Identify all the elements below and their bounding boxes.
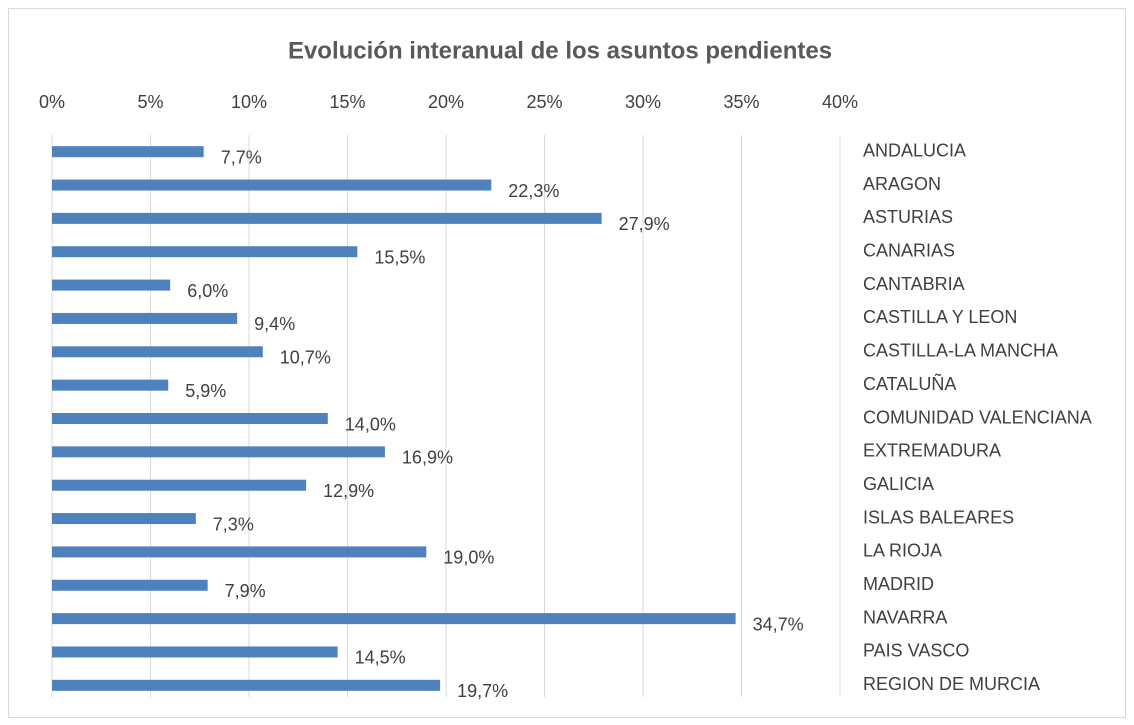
bar: [52, 479, 307, 491]
data-label: 34,7%: [753, 614, 804, 634]
bar: [52, 246, 358, 258]
category-label: PAIS VASCO: [863, 641, 969, 661]
x-tick-label: 15%: [329, 92, 365, 112]
data-label: 10,7%: [280, 348, 331, 368]
x-tick-label: 35%: [723, 92, 759, 112]
x-tick-label: 10%: [231, 92, 267, 112]
bar: [52, 546, 427, 558]
category-label: NAVARRA: [863, 607, 947, 627]
data-label: 9,4%: [254, 314, 295, 334]
data-label: 22,3%: [508, 181, 559, 201]
data-label: 7,3%: [213, 514, 254, 534]
data-label: 7,7%: [221, 147, 262, 167]
bar: [52, 613, 736, 625]
category-label: ANDALUCIA: [863, 140, 966, 160]
category-label: ARAGON: [863, 174, 941, 194]
bar: [52, 279, 171, 291]
data-label: 6,0%: [187, 281, 228, 301]
chart-title: Evolución interanual de los asuntos pend…: [288, 37, 832, 64]
category-label: MADRID: [863, 574, 934, 594]
category-label: CASTILLA Y LEON: [863, 307, 1017, 327]
category-label: LA RIOJA: [863, 541, 942, 561]
data-label: 27,9%: [619, 214, 670, 234]
chart-frame: [8, 8, 1126, 718]
data-label: 19,7%: [457, 681, 508, 701]
data-label: 14,0%: [345, 414, 396, 434]
bar: [52, 179, 492, 191]
data-label: 19,0%: [443, 548, 494, 568]
category-label: EXTREMADURA: [863, 441, 1001, 461]
bar: [52, 379, 169, 391]
category-label: ASTURIAS: [863, 207, 953, 227]
category-label: CASTILLA-LA MANCHA: [863, 341, 1058, 361]
data-label: 16,9%: [402, 448, 453, 468]
x-tick-label: 40%: [822, 92, 858, 112]
category-label: ISLAS BALEARES: [863, 507, 1014, 527]
bar: [52, 346, 263, 358]
bar: [52, 212, 602, 224]
bar: [52, 413, 328, 424]
bar: [52, 513, 196, 525]
category-label: GALICIA: [863, 474, 934, 494]
bar: [52, 646, 338, 658]
x-tick-label: 20%: [428, 92, 464, 112]
x-tick-label: 0%: [39, 92, 65, 112]
x-tick-label: 5%: [137, 92, 163, 112]
bar: [52, 679, 441, 691]
bar: [52, 312, 238, 324]
data-label: 12,9%: [323, 481, 374, 501]
category-label: REGION DE MURCIA: [863, 674, 1040, 694]
x-tick-label: 30%: [625, 92, 661, 112]
data-label: 15,5%: [374, 247, 425, 267]
bar: [52, 146, 204, 158]
bar: [52, 446, 385, 458]
category-label: CANTABRIA: [863, 274, 965, 294]
data-label: 14,5%: [355, 648, 406, 668]
category-label: CANARIAS: [863, 240, 955, 260]
x-tick-label: 25%: [526, 92, 562, 112]
data-label: 7,9%: [225, 581, 266, 601]
data-label: 5,9%: [185, 381, 226, 401]
category-label: CATALUÑA: [863, 373, 956, 394]
category-label: COMUNIDAD VALENCIANA: [863, 407, 1092, 427]
bar: [52, 579, 208, 591]
